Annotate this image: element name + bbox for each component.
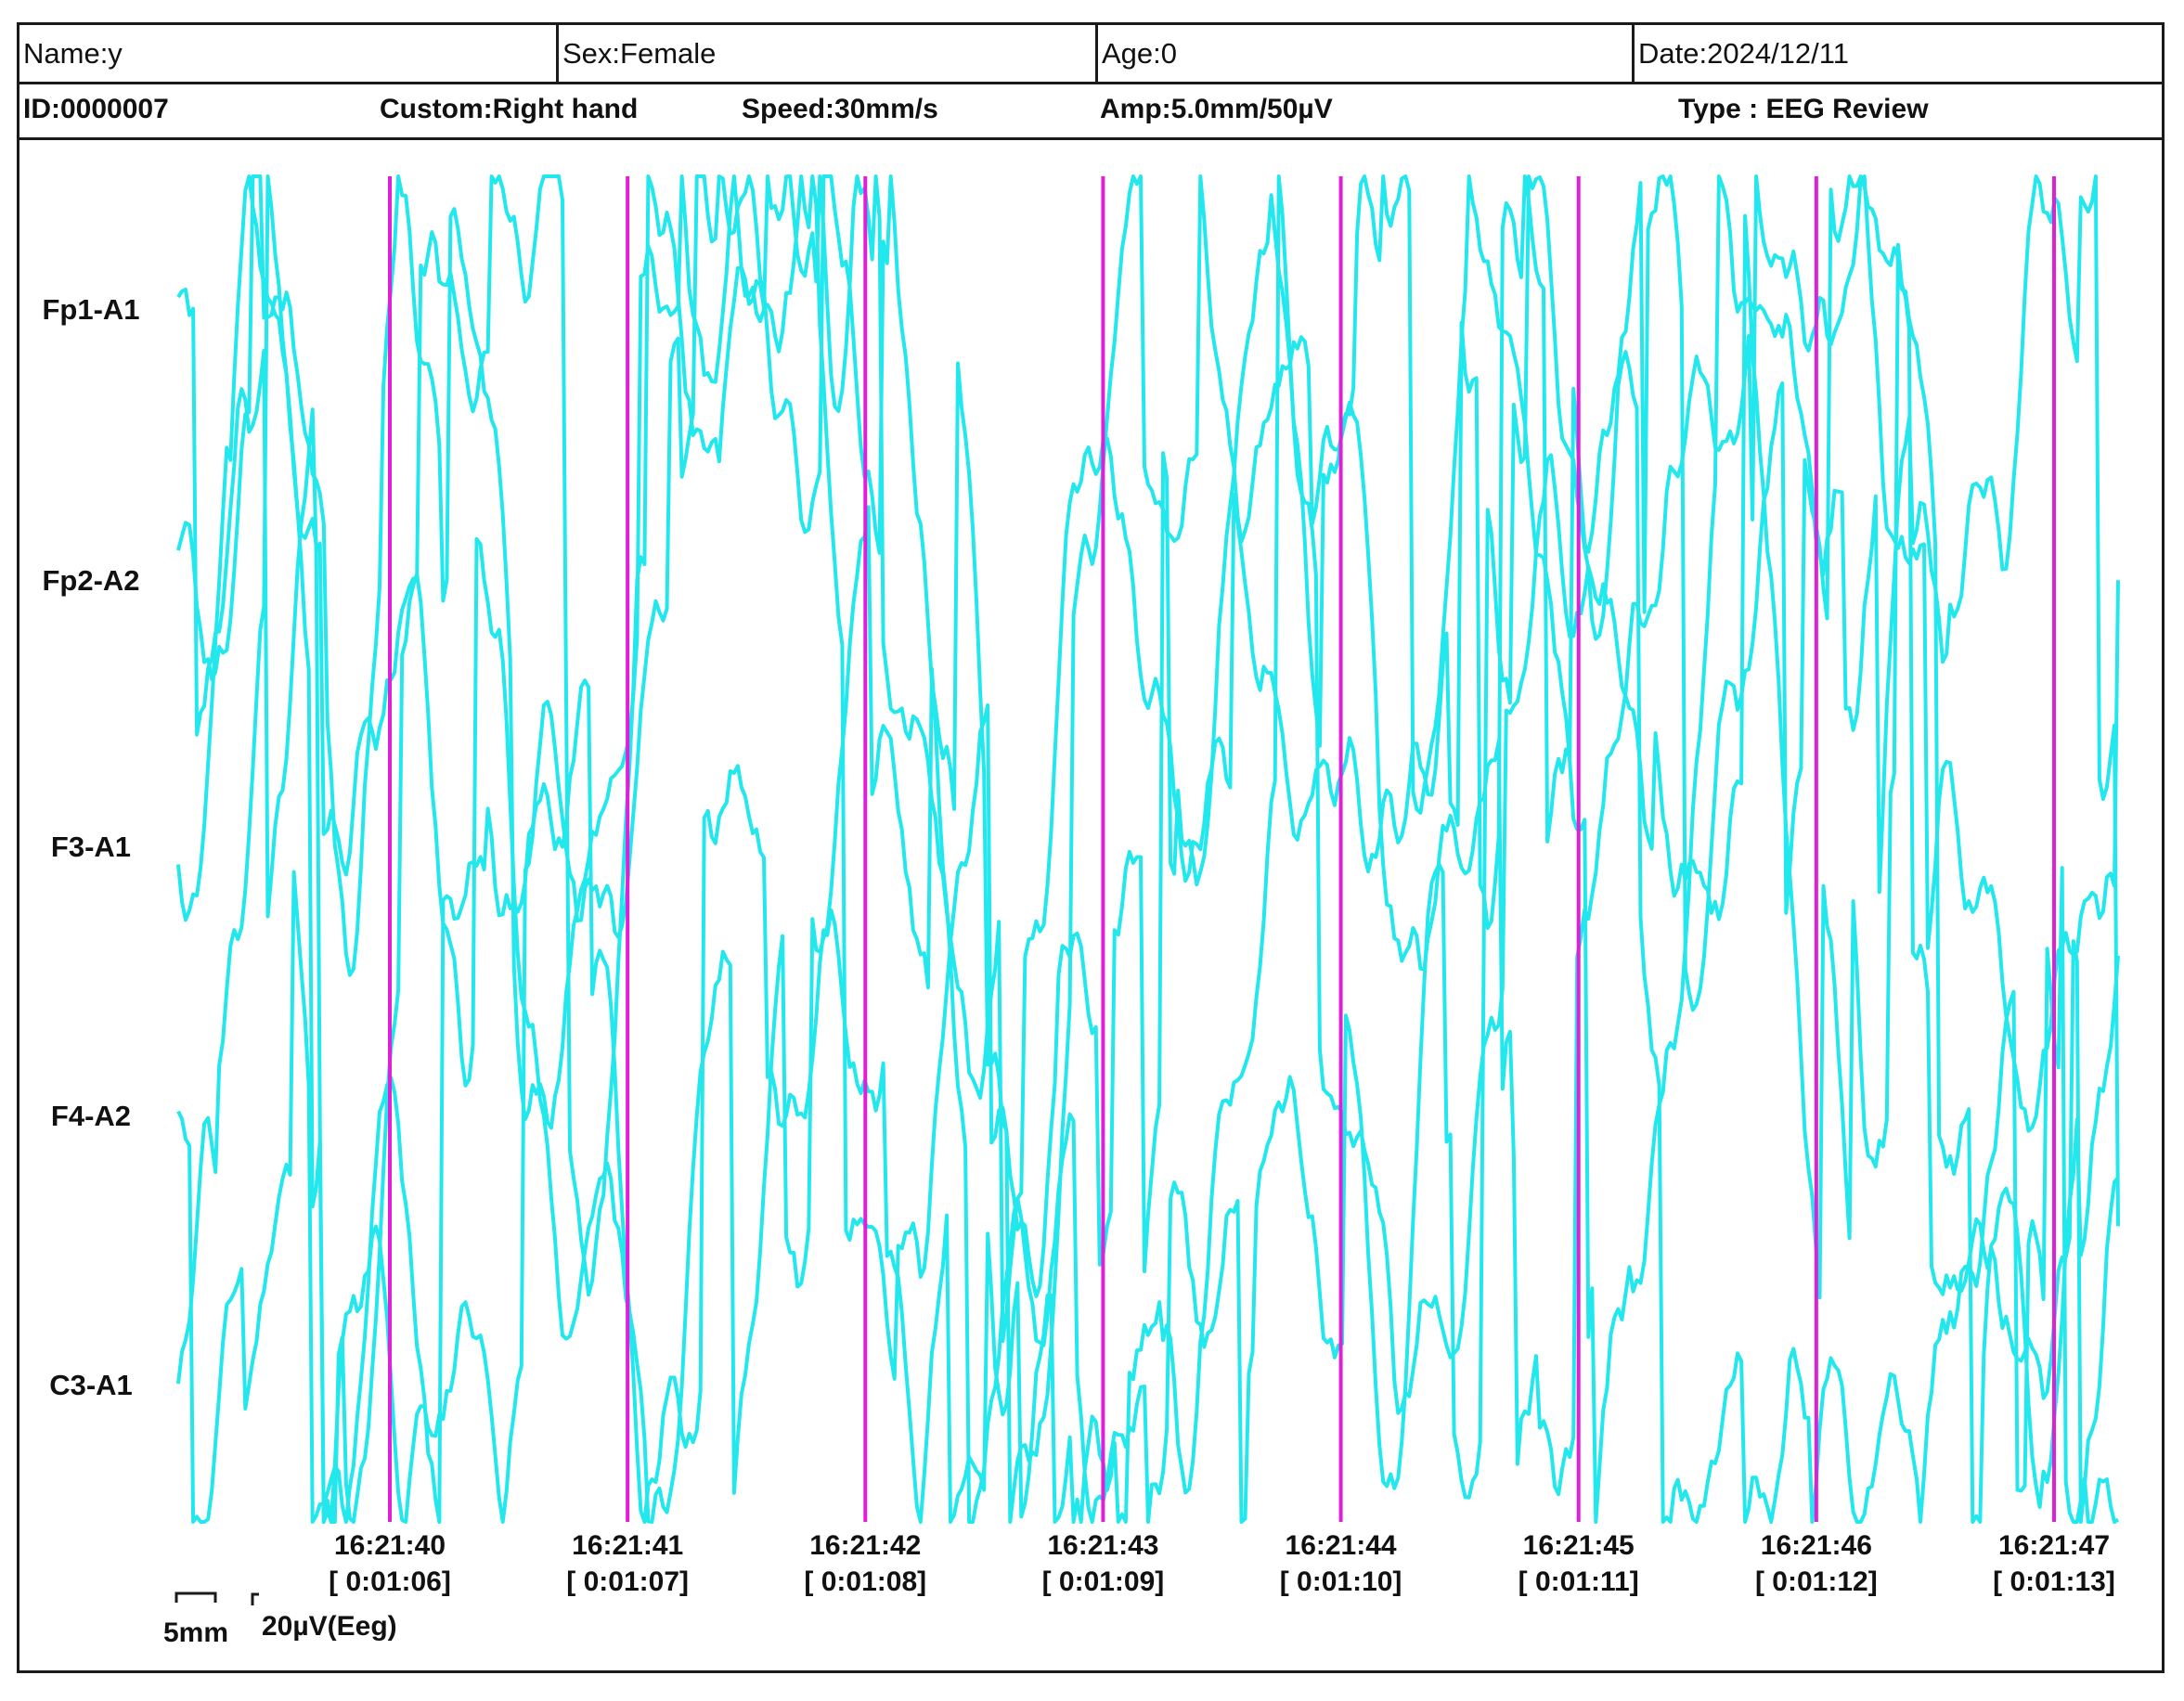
channel-label: F4-A2 <box>51 1100 131 1132</box>
time-tick-clock: 16:21:40 <box>334 1530 446 1561</box>
amp-field: Amp:5.0mm/50µV <box>1100 94 1333 124</box>
scale-bar: 5mm 20µV(Eeg) <box>163 1591 397 1648</box>
time-tick-clock: 16:21:44 <box>1286 1530 1397 1561</box>
time-tick-elapsed: [ 0:01:08] <box>804 1566 926 1597</box>
time-axis-labels: 16:21:40 [ 0:01:06] 16:21:41 [ 0:01:07] 16:2… <box>329 1530 2115 1597</box>
custom-field: Custom:Right hand <box>380 94 639 124</box>
eeg-trace-line <box>176 174 2120 1524</box>
time-tick-clock: 16:21:46 <box>1761 1530 1872 1561</box>
time-tick-clock: 16:21:43 <box>1047 1530 1158 1561</box>
time-scale-label: 5mm <box>163 1617 228 1648</box>
divider <box>1095 25 1098 82</box>
time-tick-elapsed: [ 0:01:07] <box>566 1566 689 1597</box>
time-tick-clock: 16:21:41 <box>572 1530 683 1561</box>
channel-label: C3-A1 <box>49 1369 133 1401</box>
eeg-report-frame: Name:y Sex:Female Age:0 Date:2024/12/11 … <box>17 22 2165 1673</box>
patient-name: Name:y <box>23 36 123 70</box>
eeg-trace-line <box>176 174 2120 1524</box>
patient-id: ID:0000007 <box>23 94 169 124</box>
eeg-trace-line <box>176 174 2120 1524</box>
time-tick-elapsed: [ 0:01:12] <box>1755 1566 1878 1597</box>
amp-scale-mark <box>251 1592 259 1605</box>
eeg-trace-line <box>176 174 2120 1524</box>
second-markers <box>388 176 2056 1522</box>
patient-age: Age:0 <box>1102 36 1178 70</box>
divider <box>1632 25 1635 82</box>
time-scale-mark <box>174 1591 217 1603</box>
speed-field: Speed:30mm/s <box>742 94 938 124</box>
recording-info-row: ID:0000007 Custom:Right hand Speed:30mm/… <box>19 82 2162 140</box>
time-tick-clock: 16:21:47 <box>1998 1530 2110 1561</box>
type-field: Type : EEG Review <box>1678 94 1929 124</box>
time-tick-elapsed: [ 0:01:13] <box>1993 1566 2115 1597</box>
divider <box>556 25 559 82</box>
record-date: Date:2024/12/11 <box>1638 36 1849 70</box>
eeg-traces <box>176 174 2120 1524</box>
channel-label: F3-A1 <box>51 831 131 863</box>
time-tick-clock: 16:21:45 <box>1523 1530 1635 1561</box>
channel-labels: Fp1-A1 Fp2-A2 F3-A1 F4-A2 C3-A1 <box>42 293 139 1401</box>
time-tick-elapsed: [ 0:01:11] <box>1518 1566 1639 1597</box>
patient-sex: Sex:Female <box>562 36 717 70</box>
time-tick-elapsed: [ 0:01:09] <box>1042 1566 1165 1597</box>
patient-info-row: Name:y Sex:Female Age:0 Date:2024/12/11 <box>19 25 2162 84</box>
eeg-trace-line <box>176 174 2120 1524</box>
time-tick-clock: 16:21:42 <box>809 1530 921 1561</box>
channel-label: Fp1-A1 <box>42 293 139 326</box>
channel-label: Fp2-A2 <box>42 564 139 597</box>
time-tick-elapsed: [ 0:01:06] <box>329 1566 451 1597</box>
time-tick-elapsed: [ 0:01:10] <box>1280 1566 1402 1597</box>
amp-scale-label: 20µV(Eeg) <box>262 1611 397 1642</box>
